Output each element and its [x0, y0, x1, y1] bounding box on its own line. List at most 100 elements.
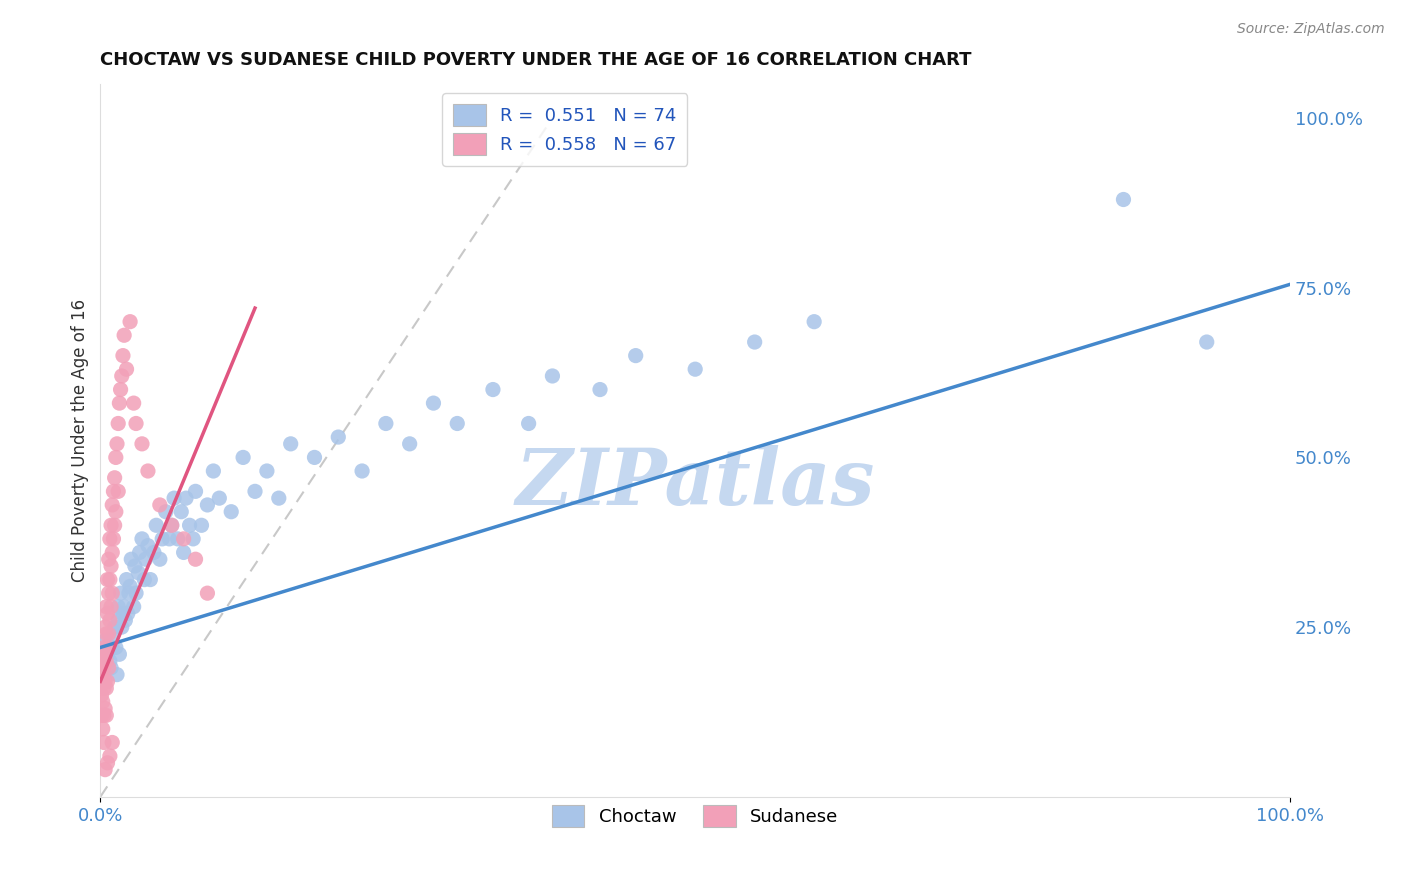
Point [104, 518, 127, 533]
Point [105, 667, 128, 681]
Point [103, 532, 125, 546]
Point [98, 613, 121, 627]
Point [98, 532, 121, 546]
Point [96, 756, 118, 770]
Point [122, 599, 145, 614]
Point [256, 464, 278, 478]
Point [280, 437, 302, 451]
Point [111, 349, 134, 363]
Point [166, 532, 188, 546]
Point [111, 620, 134, 634]
Point [94, 647, 117, 661]
Point [160, 518, 183, 533]
Point [100, 559, 122, 574]
Point [90, 667, 112, 681]
Point [398, 437, 420, 451]
Point [122, 396, 145, 410]
Text: ZIPatlas: ZIPatlas [516, 445, 875, 522]
Point [219, 505, 242, 519]
Point [174, 491, 197, 505]
Point [111, 607, 134, 621]
Point [197, 586, 219, 600]
Point [110, 586, 132, 600]
Point [98, 749, 121, 764]
Point [125, 417, 148, 431]
Point [127, 566, 149, 580]
Point [91, 674, 114, 689]
Point [149, 552, 172, 566]
Point [101, 640, 124, 655]
Point [243, 484, 266, 499]
Point [136, 539, 159, 553]
Point [91, 654, 114, 668]
Point [541, 368, 564, 383]
Point [139, 573, 162, 587]
Point [104, 620, 127, 634]
Point [104, 640, 127, 655]
Point [96, 708, 118, 723]
Point [96, 627, 118, 641]
Point [118, 586, 141, 600]
Point [90, 688, 112, 702]
Point [104, 505, 127, 519]
Point [115, 573, 138, 587]
Point [107, 484, 129, 499]
Point [104, 471, 127, 485]
Point [107, 613, 129, 627]
Point [111, 368, 134, 383]
Point [101, 735, 124, 749]
Point [100, 518, 122, 533]
Point [328, 430, 350, 444]
Point [142, 545, 165, 559]
Point [163, 491, 186, 505]
Point [1112, 193, 1135, 207]
Point [135, 552, 157, 566]
Point [197, 498, 219, 512]
Point [103, 627, 125, 641]
Point [90, 708, 112, 723]
Point [96, 654, 118, 668]
Point [101, 498, 124, 512]
Point [131, 437, 153, 451]
Point [125, 586, 148, 600]
Point [91, 722, 114, 736]
Point [96, 640, 118, 655]
Point [149, 498, 172, 512]
Point [120, 579, 142, 593]
Point [155, 505, 177, 519]
Point [108, 396, 131, 410]
Point [91, 695, 114, 709]
Point [93, 708, 115, 723]
Point [97, 586, 120, 600]
Point [446, 417, 468, 431]
Point [105, 437, 128, 451]
Point [170, 505, 193, 519]
Point [110, 383, 132, 397]
Point [94, 620, 117, 634]
Point [157, 532, 180, 546]
Legend: Choctaw, Sudanese: Choctaw, Sudanese [544, 797, 846, 834]
Point [104, 450, 127, 465]
Point [94, 633, 117, 648]
Point [352, 464, 374, 478]
Point [160, 518, 183, 533]
Point [97, 627, 120, 641]
Point [98, 573, 121, 587]
Point [94, 763, 117, 777]
Point [267, 491, 290, 505]
Point [181, 532, 204, 546]
Point [803, 315, 825, 329]
Point [422, 396, 444, 410]
Point [96, 674, 118, 689]
Point [124, 559, 146, 574]
Point [1195, 334, 1218, 349]
Point [94, 701, 117, 715]
Text: CHOCTAW VS SUDANESE CHILD POVERTY UNDER THE AGE OF 16 CORRELATION CHART: CHOCTAW VS SUDANESE CHILD POVERTY UNDER … [100, 51, 972, 69]
Point [589, 383, 612, 397]
Point [112, 328, 135, 343]
Point [114, 613, 136, 627]
Point [232, 450, 254, 465]
Point [98, 654, 121, 668]
Point [107, 599, 129, 614]
Point [96, 681, 118, 696]
